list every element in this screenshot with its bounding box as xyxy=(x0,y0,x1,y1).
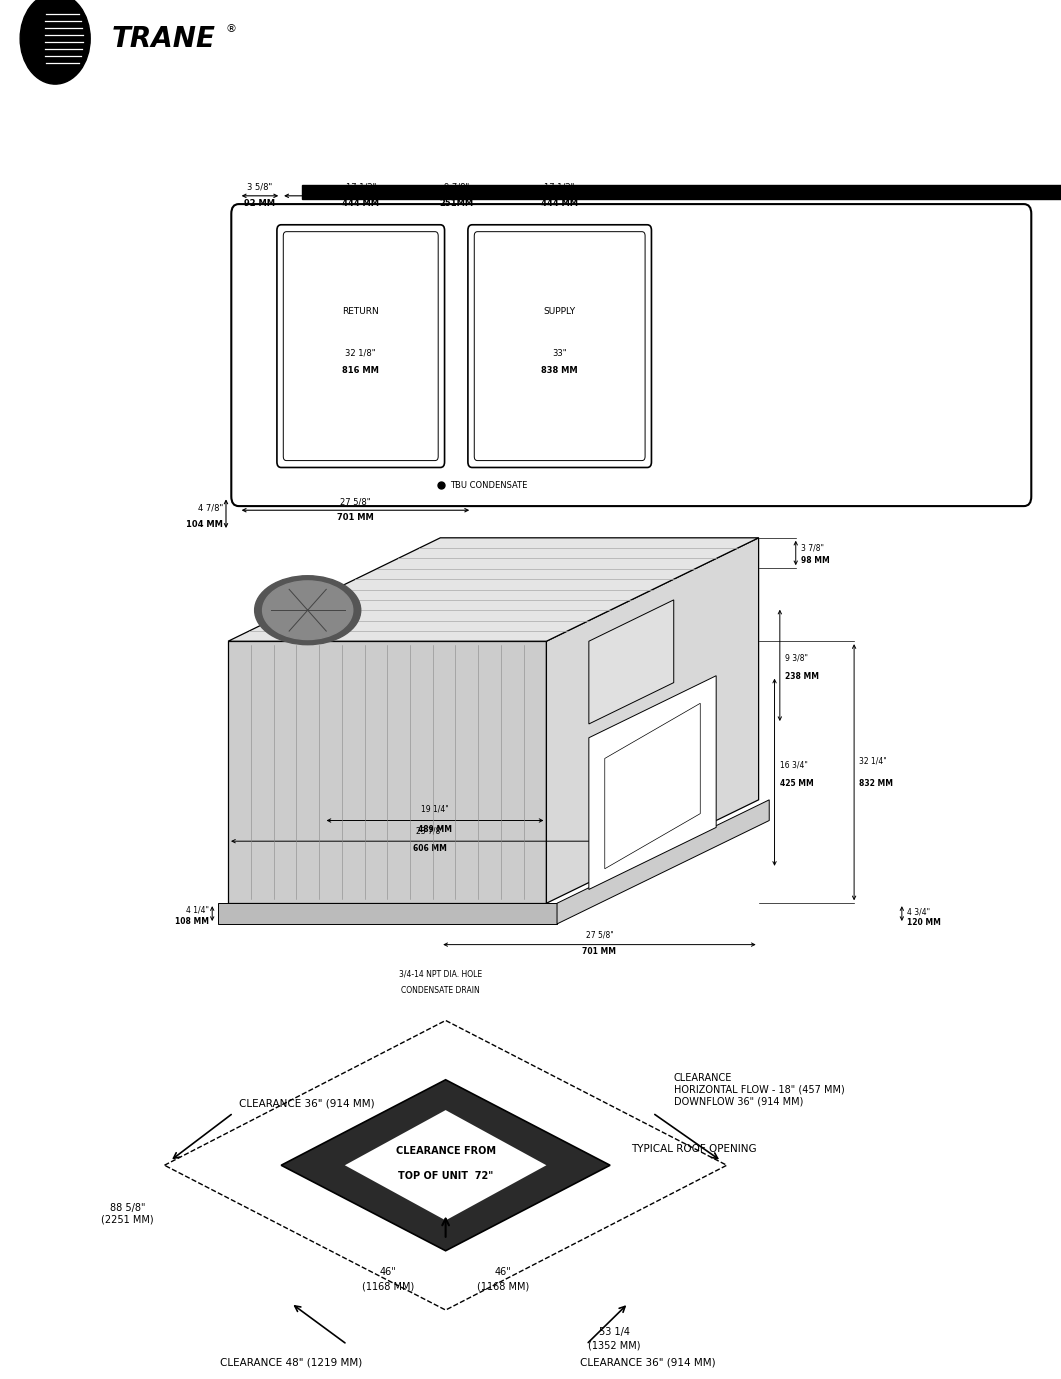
Polygon shape xyxy=(345,1110,546,1220)
Bar xyxy=(302,185,1061,199)
Text: 33": 33" xyxy=(553,349,567,357)
Text: 425 MM: 425 MM xyxy=(780,779,814,787)
Polygon shape xyxy=(557,800,769,924)
Text: CLEARANCE 36" (914 MM): CLEARANCE 36" (914 MM) xyxy=(239,1098,375,1109)
FancyBboxPatch shape xyxy=(474,232,645,461)
Text: 17 1/2": 17 1/2" xyxy=(346,182,376,192)
Text: CLEARANCE 48" (1219 MM): CLEARANCE 48" (1219 MM) xyxy=(220,1357,362,1368)
Ellipse shape xyxy=(255,576,361,645)
Polygon shape xyxy=(546,538,759,903)
Text: SUPPLY: SUPPLY xyxy=(543,308,576,316)
Text: 53 1/4: 53 1/4 xyxy=(598,1327,630,1336)
Text: CLEARANCE FROM: CLEARANCE FROM xyxy=(396,1146,495,1157)
Text: 444 MM: 444 MM xyxy=(343,199,379,208)
Polygon shape xyxy=(218,903,557,924)
Text: 46": 46" xyxy=(494,1267,511,1277)
Text: 251MM: 251MM xyxy=(439,199,473,208)
Text: 27 5/8": 27 5/8" xyxy=(341,496,370,506)
Text: 701 MM: 701 MM xyxy=(582,947,616,957)
Text: 120 MM: 120 MM xyxy=(907,918,941,927)
Text: 4 3/4": 4 3/4" xyxy=(907,907,930,916)
Text: TOP OF UNIT  72": TOP OF UNIT 72" xyxy=(398,1171,493,1182)
Text: 816 MM: 816 MM xyxy=(343,367,379,375)
Text: 98 MM: 98 MM xyxy=(801,556,830,565)
Text: 3/4-14 NPT DIA. HOLE: 3/4-14 NPT DIA. HOLE xyxy=(399,969,482,979)
Text: 27 5/8": 27 5/8" xyxy=(586,929,613,939)
Text: 4 1/4": 4 1/4" xyxy=(186,906,209,914)
Text: 92 MM: 92 MM xyxy=(244,199,276,208)
Text: 88 5/8"
(2251 MM): 88 5/8" (2251 MM) xyxy=(101,1202,154,1225)
Text: 46": 46" xyxy=(380,1267,397,1277)
Text: 832 MM: 832 MM xyxy=(859,779,893,787)
Text: 838 MM: 838 MM xyxy=(541,367,578,375)
Text: 3 7/8": 3 7/8" xyxy=(801,543,824,553)
Text: 23 7/8": 23 7/8" xyxy=(416,826,443,836)
Text: (1168 MM): (1168 MM) xyxy=(477,1281,529,1291)
Polygon shape xyxy=(589,676,716,889)
Text: 701 MM: 701 MM xyxy=(337,513,373,523)
Text: CLEARANCE 36" (914 MM): CLEARANCE 36" (914 MM) xyxy=(580,1357,716,1368)
Text: 32 1/8": 32 1/8" xyxy=(346,349,376,357)
Polygon shape xyxy=(589,600,674,724)
Text: 19 1/4": 19 1/4" xyxy=(421,804,449,814)
Text: 489 MM: 489 MM xyxy=(418,825,452,834)
Text: (1168 MM): (1168 MM) xyxy=(362,1281,414,1291)
Polygon shape xyxy=(228,641,546,903)
Circle shape xyxy=(20,0,90,84)
Text: TRANE: TRANE xyxy=(111,25,215,52)
Text: TBU CONDENSATE: TBU CONDENSATE xyxy=(450,481,527,490)
Text: TYPICAL ROOF OPENING: TYPICAL ROOF OPENING xyxy=(631,1143,756,1154)
Text: 9 3/8": 9 3/8" xyxy=(785,654,808,663)
Text: 108 MM: 108 MM xyxy=(175,917,209,925)
Text: 32 1/4": 32 1/4" xyxy=(859,757,887,765)
Text: CLEARANCE
HORIZONTAL FLOW - 18" (457 MM)
DOWNFLOW 36" (914 MM): CLEARANCE HORIZONTAL FLOW - 18" (457 MM)… xyxy=(674,1073,845,1106)
Polygon shape xyxy=(281,1080,610,1251)
Text: 4 7/8": 4 7/8" xyxy=(197,503,223,513)
Text: ®: ® xyxy=(226,23,237,34)
Text: RETURN: RETURN xyxy=(343,308,379,316)
Text: 444 MM: 444 MM xyxy=(541,199,578,208)
Text: 9 7/8": 9 7/8" xyxy=(443,182,469,192)
Polygon shape xyxy=(228,538,759,641)
FancyBboxPatch shape xyxy=(468,225,651,467)
FancyBboxPatch shape xyxy=(231,204,1031,506)
Text: (1352 MM): (1352 MM) xyxy=(588,1340,641,1350)
Text: 606 MM: 606 MM xyxy=(413,844,447,854)
Ellipse shape xyxy=(263,581,352,640)
Text: CONDENSATE DRAIN: CONDENSATE DRAIN xyxy=(401,986,480,996)
Text: 17 1/2": 17 1/2" xyxy=(544,182,575,192)
Text: 238 MM: 238 MM xyxy=(785,672,819,681)
Text: 104 MM: 104 MM xyxy=(186,520,223,530)
FancyBboxPatch shape xyxy=(283,232,438,461)
FancyBboxPatch shape xyxy=(277,225,445,467)
Text: 16 3/4": 16 3/4" xyxy=(780,761,807,769)
Text: 3 5/8": 3 5/8" xyxy=(247,182,273,192)
